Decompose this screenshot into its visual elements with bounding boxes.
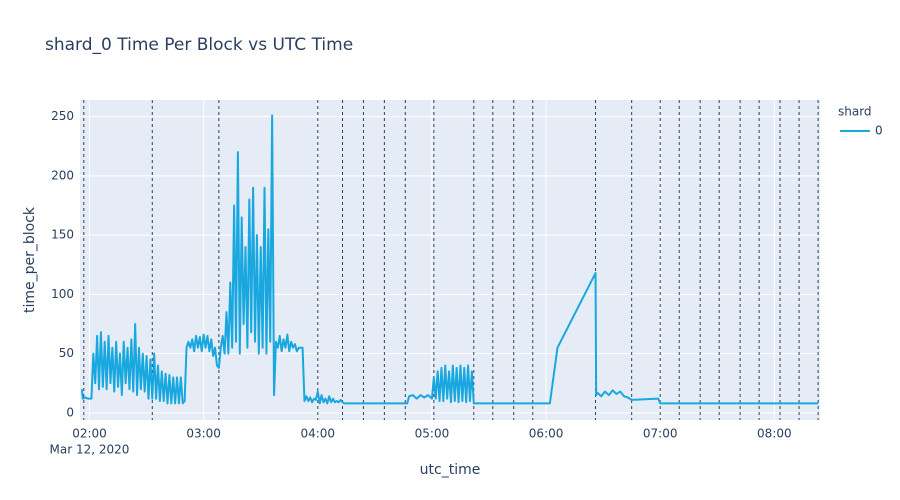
y-tick-label: 150 bbox=[51, 228, 74, 242]
x-tick-date: Mar 12, 2020 bbox=[50, 443, 130, 457]
y-tick-label: 250 bbox=[51, 109, 74, 123]
y-axis-label: time_per_block bbox=[22, 206, 38, 313]
data-line bbox=[80, 114, 819, 405]
x-tick-label: 02:00 bbox=[72, 427, 107, 441]
x-tick-label: 06:00 bbox=[529, 427, 564, 441]
x-tick-label: 08:00 bbox=[757, 427, 792, 441]
legend-entry: 0 bbox=[875, 124, 883, 138]
x-axis-label: utc_time bbox=[420, 462, 481, 478]
legend-title: shard bbox=[838, 105, 872, 119]
chart-title: shard_0 Time Per Block vs UTC Time bbox=[45, 35, 353, 55]
y-tick-label: 0 bbox=[66, 405, 74, 419]
y-tick-label: 50 bbox=[59, 346, 74, 360]
x-tick-label: 03:00 bbox=[186, 427, 221, 441]
x-tick-label: 04:00 bbox=[300, 427, 335, 441]
x-tick-label: 05:00 bbox=[415, 427, 450, 441]
y-tick-label: 200 bbox=[51, 168, 74, 182]
x-tick-label: 07:00 bbox=[643, 427, 678, 441]
y-tick-label: 100 bbox=[51, 287, 74, 301]
